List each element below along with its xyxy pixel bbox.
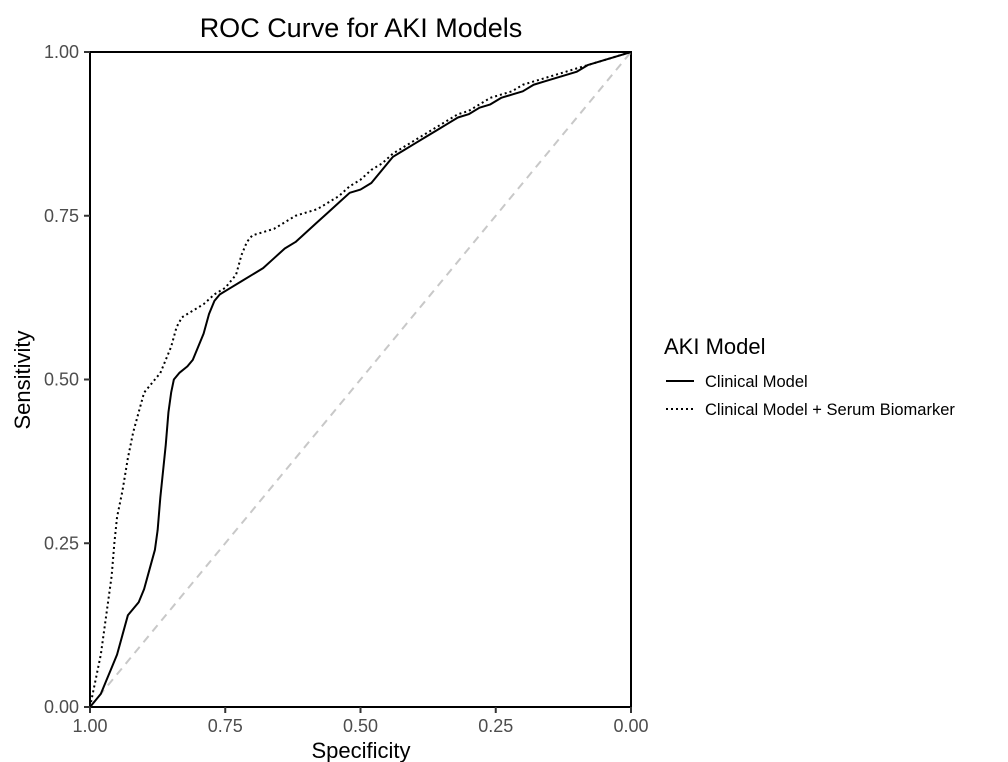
y-tick-label: 0.50 [44, 370, 79, 390]
legend-title: AKI Model [664, 334, 766, 359]
x-tick-label: 0.50 [343, 716, 378, 736]
y-tick-label: 0.25 [44, 533, 79, 553]
y-tick-label: 1.00 [44, 42, 79, 62]
legend: AKI Model Clinical Model Clinical Model … [664, 334, 955, 419]
x-axis-title: Specificity [311, 738, 410, 762]
x-axis: 1.00 0.75 0.50 0.25 0.00 [72, 707, 649, 736]
y-axis: 0.00 0.25 0.50 0.75 1.00 [44, 42, 90, 717]
x-tick-label: 0.00 [613, 716, 648, 736]
series-line-clinical-model-serum-biomarker [89, 51, 632, 708]
y-tick-label: 0.75 [44, 206, 79, 226]
series-line-clinical-model [89, 51, 632, 708]
x-tick-label: 0.75 [208, 716, 243, 736]
reference-diagonal-line [89, 51, 632, 708]
chart-title: ROC Curve for AKI Models [200, 13, 523, 43]
plot-area [89, 51, 632, 708]
legend-label-clinical-model: Clinical Model [705, 373, 808, 391]
x-tick-label: 1.00 [72, 716, 107, 736]
legend-label-clinical-model-serum-biomarker: Clinical Model + Serum Biomarker [705, 401, 955, 419]
y-axis-title: Sensitivity [10, 330, 35, 429]
y-tick-label: 0.00 [44, 697, 79, 717]
x-tick-label: 0.25 [478, 716, 513, 736]
